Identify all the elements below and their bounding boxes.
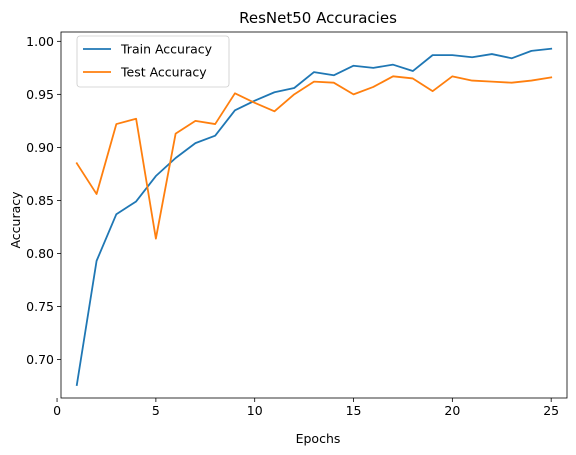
x-tick-label: 15 — [346, 403, 362, 418]
y-tick-label: 0.85 — [26, 193, 54, 208]
x-tick-label: 10 — [247, 403, 263, 418]
plot-frame — [60, 31, 568, 399]
y-axis-ticks: 0.70 0.75 0.80 0.85 0.90 0.95 1.00 — [26, 34, 61, 367]
x-tick-label: 20 — [444, 403, 460, 418]
x-tick-label: 0 — [53, 403, 61, 418]
series-layer — [75, 47, 553, 386]
legend-box — [76, 35, 230, 88]
x-tick-label: 25 — [543, 403, 559, 418]
legend: Train Accuracy Test Accuracy — [76, 35, 230, 88]
x-tick-label: 5 — [152, 403, 160, 418]
chart-title: ResNet50 Accuracies — [239, 9, 397, 27]
y-tick-label: 0.90 — [26, 140, 54, 155]
y-tick-label: 0.70 — [26, 352, 54, 367]
y-axis-label: Accuracy — [8, 191, 23, 249]
y-tick-label: 0.75 — [26, 299, 54, 314]
legend-label-test: Test Accuracy — [120, 65, 207, 80]
x-axis-ticks: 0 5 10 15 20 25 — [53, 398, 559, 418]
y-tick-label: 0.80 — [26, 246, 54, 261]
legend-label-train: Train Accuracy — [120, 42, 213, 57]
y-tick-label: 1.00 — [26, 34, 54, 49]
y-tick-label: 0.95 — [26, 87, 54, 102]
x-axis-label: Epochs — [296, 431, 341, 446]
